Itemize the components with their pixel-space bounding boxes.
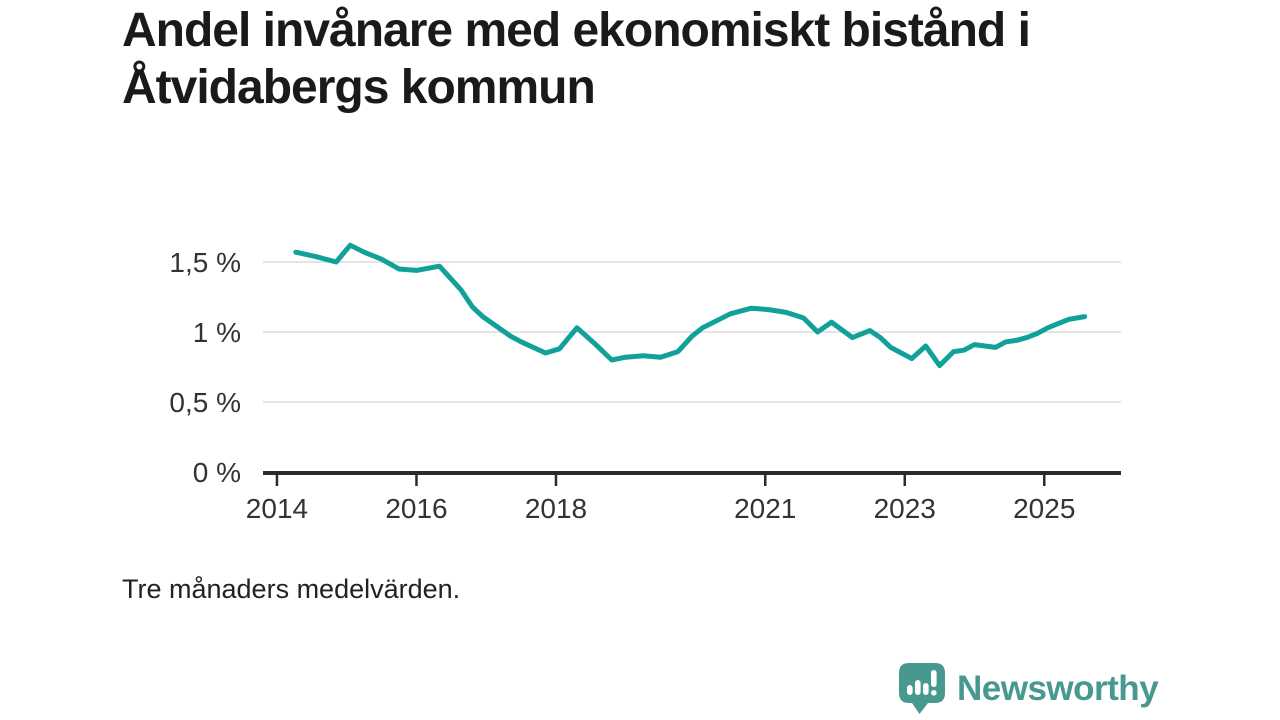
logo-bar-2 [915,680,921,695]
logo-exclamation-dot [931,690,937,696]
logo-bar-1 [907,685,913,695]
chart-title: Andel invånare med ekonomiskt bistånd i … [122,4,1031,114]
y-axis-tick-label: 1,5 % [169,247,241,278]
x-axis-tick-label: 2016 [385,493,447,524]
x-axis-tick-label: 2014 [246,493,308,524]
x-axis-tick-label: 2021 [734,493,796,524]
x-axis-tick-label: 2018 [525,493,587,524]
x-axis-tick-label: 2025 [1013,493,1075,524]
chart-footnote: Tre månaders medelvärden. [122,574,461,604]
logo-bar-3 [923,683,929,695]
newsworthy-bar-chart-speech-bubble-icon [899,663,945,714]
x-axis-tick-label: 2023 [874,493,936,524]
y-axis-tick-label: 0,5 % [169,387,241,418]
y-axis-tick-label: 1 % [193,317,241,348]
y-axis-tick-label: 0 % [193,457,241,488]
logo-exclamation-bar [931,670,937,687]
newsworthy-logo: Newsworthy [898,663,1159,715]
data-line [293,242,1088,369]
speech-bubble-shape [899,663,945,714]
newsworthy-wordmark: Newsworthy [957,669,1159,708]
